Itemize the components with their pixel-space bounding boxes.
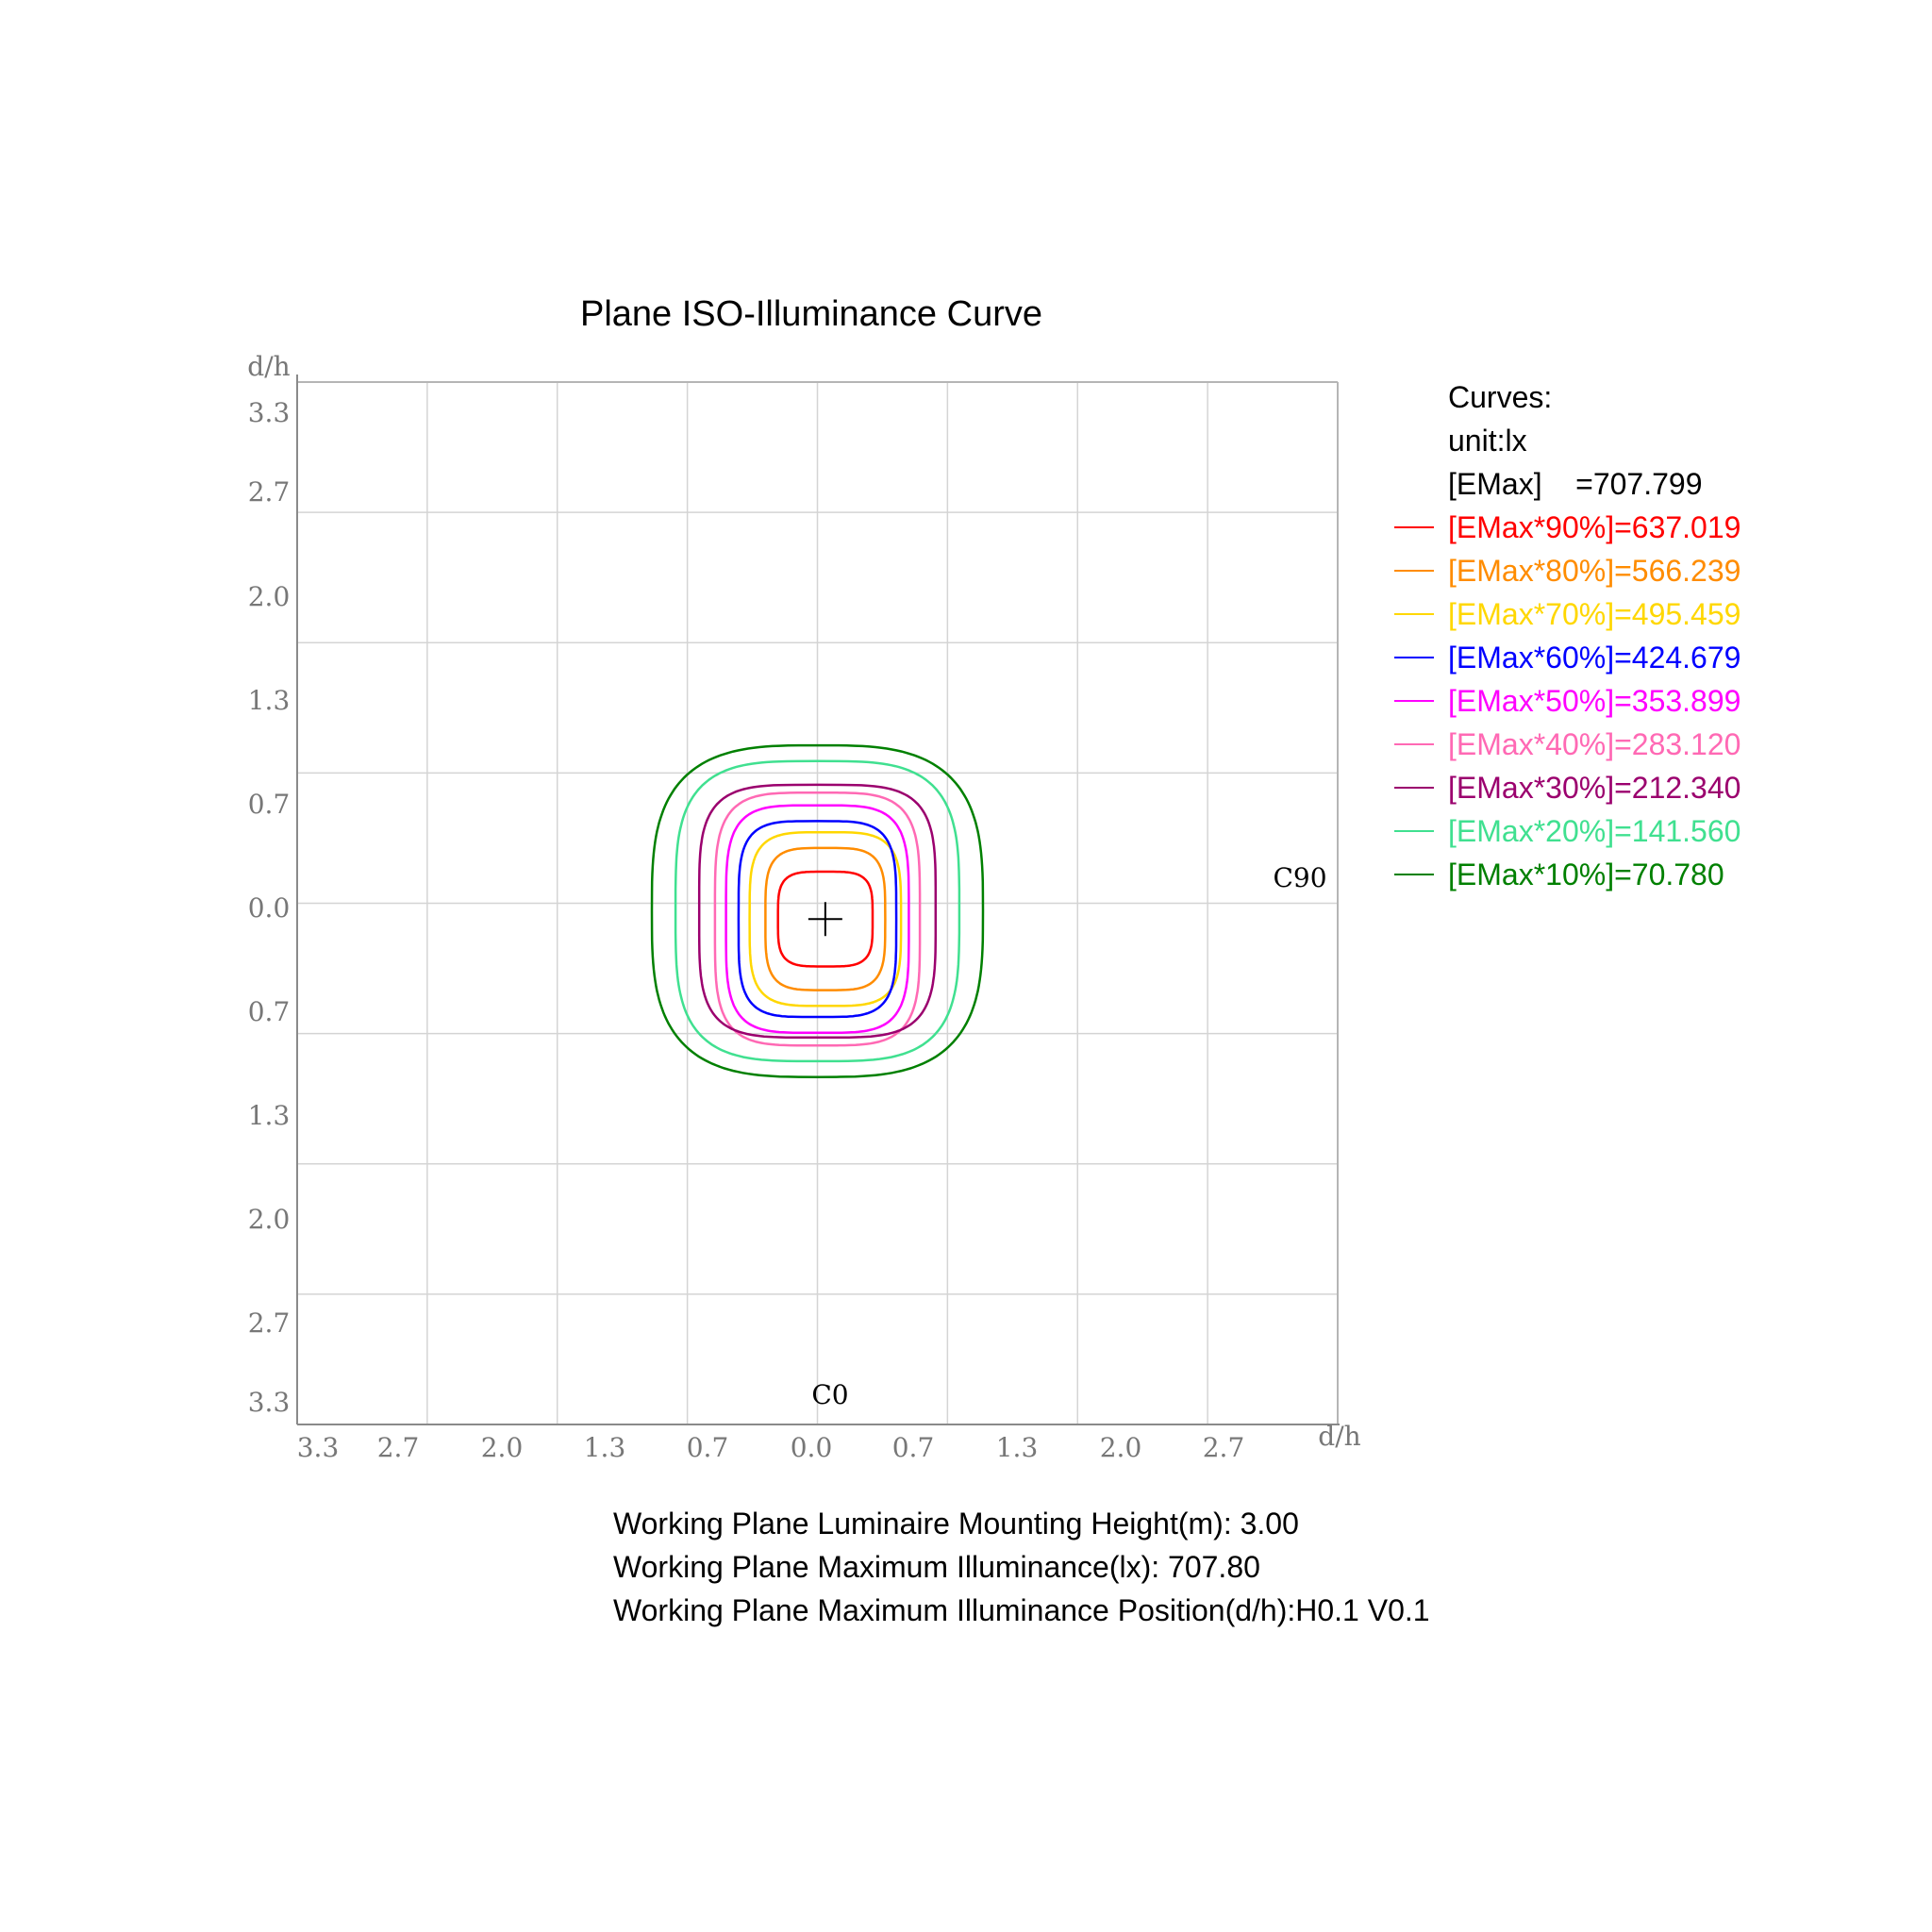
iso-curve-40pct [713, 791, 922, 1047]
y-tick-label: 0.7 [248, 789, 291, 820]
chart-title: Plane ISO-Illuminance Curve [580, 294, 1042, 334]
legend-entry-label: [EMax*80%]=566.239 [1448, 554, 1740, 588]
x-tick-label: 3.3 [297, 1432, 340, 1463]
legend-entry-label: [EMax*20%]=141.560 [1448, 814, 1740, 848]
x-tick-label: 0.7 [687, 1432, 729, 1463]
legend-entry-label: [EMax*40%]=283.120 [1448, 727, 1740, 761]
y-axis-label: d/h [247, 351, 290, 382]
y-tick-label: 2.0 [248, 1204, 291, 1235]
y-tick-label: 3.3 [248, 397, 291, 428]
footer-info: Working Plane Luminaire Mounting Height(… [613, 1507, 1430, 1627]
x-tick-label: 2.7 [377, 1432, 420, 1463]
iso-curve-70pct [748, 830, 903, 1008]
footer-mounting-height: Working Plane Luminaire Mounting Height(… [613, 1507, 1299, 1541]
x-axis-label: d/h [1318, 1421, 1360, 1452]
x-tick-label: 0.7 [892, 1432, 935, 1463]
y-tick-label: 1.3 [248, 685, 291, 716]
legend-entry-label: [EMax*60%]=424.679 [1448, 641, 1740, 675]
y-tick-label: 1.3 [248, 1100, 291, 1131]
y-tick-label: 3.3 [248, 1387, 291, 1418]
legend-unit: unit:lx [1448, 424, 1527, 458]
footer-max-position: Working Plane Maximum Illuminance Positi… [613, 1593, 1430, 1627]
iso-curve-60pct [737, 820, 898, 1019]
legend-entry-label: [EMax*70%]=495.459 [1448, 597, 1740, 631]
legend-header: Curves: [1448, 380, 1552, 414]
legend-entry-label: [EMax*10%]=70.780 [1448, 858, 1724, 891]
x-tick-label: 1.3 [584, 1432, 626, 1463]
iso-curve-90pct [776, 870, 874, 968]
legend-entry-label: [EMax*90%]=637.019 [1448, 510, 1740, 544]
iso-curves [650, 743, 985, 1078]
iso-curve-50pct [724, 804, 910, 1035]
c90-label: C90 [1273, 862, 1326, 893]
iso-curve-80pct [764, 846, 887, 991]
legend: Curves: unit:lx [EMax] =707.799 [EMax*90… [1394, 380, 1740, 891]
y-tick-label: 0.0 [248, 892, 291, 924]
c0-label: C0 [811, 1379, 848, 1410]
y-tick-label: 2.7 [248, 1307, 291, 1339]
x-tick-label: 0.0 [791, 1432, 833, 1463]
iso-curve-10pct [650, 743, 985, 1078]
grid [297, 382, 1338, 1424]
x-tick-label: 2.7 [1203, 1432, 1245, 1463]
legend-entry-label: [EMax*50%]=353.899 [1448, 684, 1740, 718]
legend-entries: [EMax*90%]=637.019 [EMax*80%]=566.239 [EMa… [1394, 510, 1740, 891]
legend-emax: [EMax] =707.799 [1448, 467, 1703, 501]
y-tick-label: 0.7 [248, 996, 291, 1027]
y-tick-label: 2.0 [248, 581, 291, 612]
x-tick-label: 2.0 [1100, 1432, 1142, 1463]
max-position-marker [808, 902, 842, 937]
x-tick-label: 1.3 [996, 1432, 1039, 1463]
x-tick-label: 2.0 [481, 1432, 524, 1463]
legend-entry-label: [EMax*30%]=212.340 [1448, 771, 1740, 805]
axis-frame [296, 375, 1340, 1425]
iso-curve-20pct [674, 759, 961, 1063]
footer-max-illuminance: Working Plane Maximum Illuminance(lx): 7… [613, 1550, 1260, 1584]
tick-labels: 3.3 2.7 2.0 1.3 0.7 0.0 0.7 1.3 2.0 2.7 3.3 2.7 2.0 1… [248, 397, 1245, 1463]
y-tick-label: 2.7 [248, 476, 291, 508]
iso-curve-30pct [697, 783, 938, 1040]
